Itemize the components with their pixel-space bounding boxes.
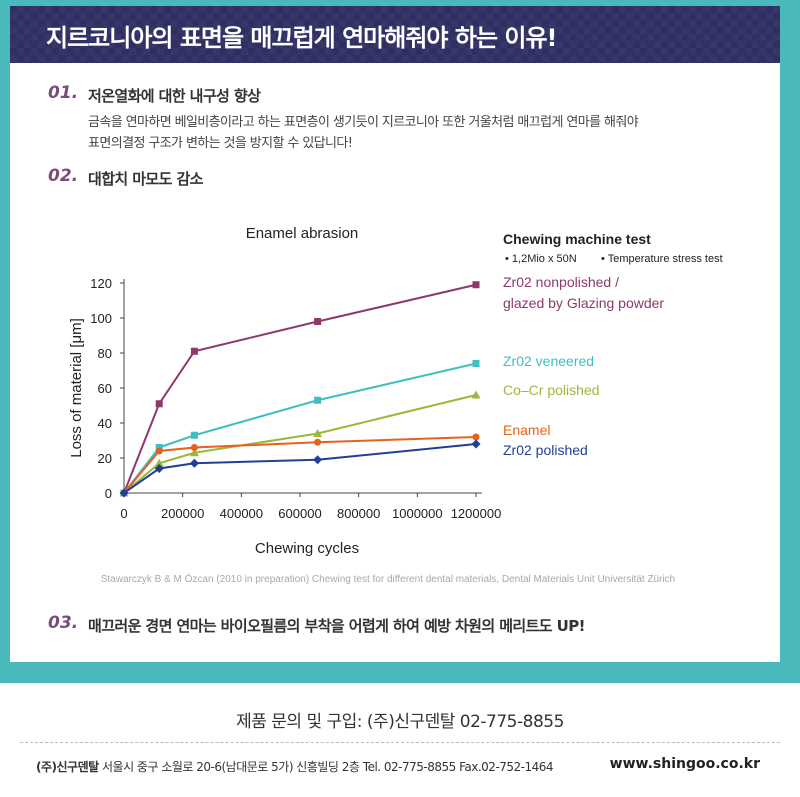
section-2-number: 02. xyxy=(48,166,79,186)
data-point xyxy=(314,438,322,446)
address-text: 서울시 중구 소월로 20-6(남대문로 5가) 신흥빌딩 2층 Tel. 02… xyxy=(98,760,554,774)
data-point xyxy=(313,429,323,437)
contact-line: 제품 문의 및 구입: (주)신구덴탈 02-775-8855 xyxy=(236,712,564,732)
data-point xyxy=(154,464,164,473)
data-point xyxy=(154,458,164,467)
data-point xyxy=(472,281,480,289)
website-link[interactable]: www.shingoo.co.kr xyxy=(609,756,760,772)
page-title: 지르코니아의 표면을 매끄럽게 연마해줘야 하는 이유! xyxy=(46,24,557,52)
series-line-4 xyxy=(123,443,477,494)
data-point xyxy=(155,400,163,408)
data-point xyxy=(190,347,198,355)
section-3-number: 03. xyxy=(48,613,79,633)
x-tick-label: 200000 xyxy=(161,506,204,521)
data-point xyxy=(119,488,129,498)
series-label-1: Zr02 veneered xyxy=(503,353,594,369)
data-point xyxy=(472,433,480,441)
series-label-0: glazed by Glazing powder xyxy=(503,295,664,311)
x-tick-label: 0 xyxy=(120,506,127,521)
company-address: (주)신구덴탈 서울시 중구 소월로 20-6(남대문로 5가) 신흥빌딩 2층… xyxy=(36,758,554,775)
x-axis-label: Chewing cycles xyxy=(255,540,359,557)
x-tick-label: 400000 xyxy=(220,506,263,521)
legend-subtitle-2: • Temperature stress test xyxy=(601,253,723,265)
series-line-1 xyxy=(123,362,477,494)
section-2-title: 대합치 마모도 감소 xyxy=(88,170,203,188)
x-tick-label: 1200000 xyxy=(451,506,502,521)
series-label-0: Zr02 nonpolished / xyxy=(503,274,619,290)
data-point xyxy=(314,396,322,404)
x-tick-label: 800000 xyxy=(337,506,380,521)
data-point xyxy=(190,431,198,439)
series-label-3: Enamel xyxy=(503,422,550,438)
legend-subtitle-1: • 1,2Mio x 50N xyxy=(505,253,577,265)
content-panel: 지르코니아의 표면을 매끄럽게 연마해줘야 하는 이유! 01. 저온열화에 대… xyxy=(10,6,780,662)
y-tick-label: 80 xyxy=(98,346,112,361)
y-axis-label: Loss of material [μm] xyxy=(68,318,85,458)
data-point xyxy=(189,458,199,468)
data-point xyxy=(471,439,481,449)
section-1-number: 01. xyxy=(48,83,79,103)
y-tick-label: 40 xyxy=(98,416,112,431)
series-label-2: Co–Cr polished xyxy=(503,382,600,398)
company-name: (주)신구덴탈 xyxy=(36,760,99,774)
legend-title: Chewing machine test xyxy=(503,231,651,247)
x-tick-label: 600000 xyxy=(278,506,321,521)
data-point xyxy=(472,360,480,367)
footer-divider xyxy=(20,742,780,743)
section-1-line-1: 금속을 연마하면 베일비층이라고 하는 표면층이 생기듯이 지르코니아 또한 거… xyxy=(88,115,639,130)
data-point xyxy=(155,447,163,455)
content-frame: 지르코니아의 표면을 매끄럽게 연마해줘야 하는 이유! 01. 저온열화에 대… xyxy=(0,0,800,683)
header-banner: 지르코니아의 표면을 매끄럽게 연마해줘야 하는 이유! xyxy=(10,6,780,63)
series-label-4: Zr02 polished xyxy=(503,442,588,458)
chart-source-note: Stawarczyk B & M Özcan (2010 in preparat… xyxy=(101,573,676,585)
section-1-title: 저온열화에 대한 내구성 향상 xyxy=(88,87,261,105)
y-tick-label: 20 xyxy=(98,451,112,466)
y-tick-label: 100 xyxy=(90,311,112,326)
section-3-title: 매끄러운 경면 연마는 바이오필름의 부착을 어렵게 하여 예방 차원의 메리트… xyxy=(88,617,585,635)
data-point xyxy=(189,448,199,457)
data-point xyxy=(190,444,198,451)
y-tick-label: 60 xyxy=(98,381,112,396)
y-tick-label: 0 xyxy=(105,486,112,501)
x-tick-label: 1000000 xyxy=(392,506,443,521)
section-1-line-2: 표면의결정 구조가 변하는 것을 방지할 수 있답니다! xyxy=(88,136,353,151)
enamel-abrasion-chart: 0 20 40 60 80 100 120 0 200000 400000 600000 800000… xyxy=(68,225,723,585)
series-line-0 xyxy=(123,283,477,494)
chart-title: Enamel abrasion xyxy=(246,225,359,242)
data-point xyxy=(471,390,481,399)
y-tick-label: 120 xyxy=(90,276,112,291)
data-point xyxy=(313,455,323,465)
data-point xyxy=(314,318,322,325)
